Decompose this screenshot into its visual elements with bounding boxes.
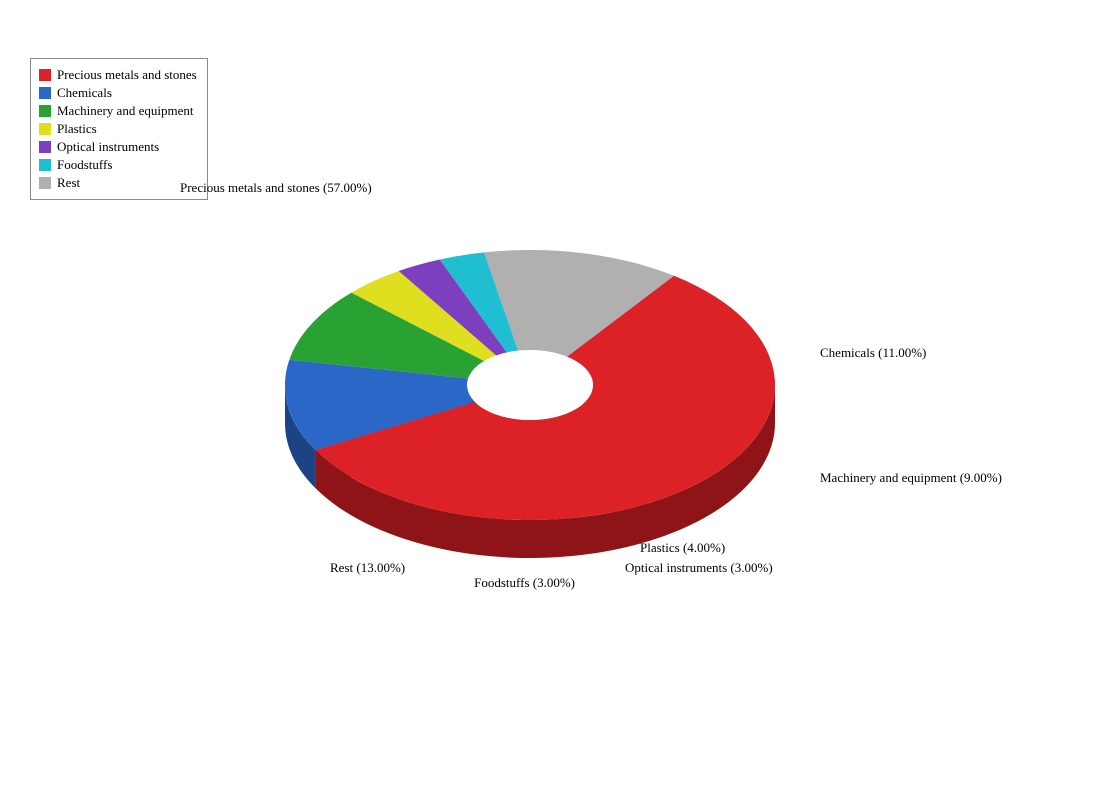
legend-label: Chemicals [57,85,112,101]
slice-label: Rest (13.00%) [330,560,405,576]
legend-item: Chemicals [39,85,197,101]
legend-swatch [39,159,51,171]
legend-swatch [39,141,51,153]
legend-label: Optical instruments [57,139,159,155]
donut-hole [467,350,593,420]
legend-swatch [39,69,51,81]
slice-label: Plastics (4.00%) [640,540,725,556]
legend-label: Precious metals and stones [57,67,197,83]
legend-item: Optical instruments [39,139,197,155]
legend-label: Machinery and equipment [57,103,193,119]
legend-swatch [39,105,51,117]
slice-label: Precious metals and stones (57.00%) [180,180,372,196]
legend-label: Foodstuffs [57,157,112,173]
legend-label: Rest [57,175,80,191]
legend-swatch [39,123,51,135]
slice-label: Machinery and equipment (9.00%) [820,470,1002,486]
legend-item: Plastics [39,121,197,137]
legend-item: Rest [39,175,197,191]
legend-item: Precious metals and stones [39,67,197,83]
slice-label: Optical instruments (3.00%) [625,560,773,576]
slice-label: Chemicals (11.00%) [820,345,926,361]
legend-label: Plastics [57,121,97,137]
legend-swatch [39,177,51,189]
chart-canvas: Precious metals and stones Chemicals Machi… [0,0,1095,805]
legend-item: Foodstuffs [39,157,197,173]
slice-label: Foodstuffs (3.00%) [474,575,575,591]
legend-box: Precious metals and stones Chemicals Machi… [30,58,208,200]
legend-item: Machinery and equipment [39,103,197,119]
legend-swatch [39,87,51,99]
